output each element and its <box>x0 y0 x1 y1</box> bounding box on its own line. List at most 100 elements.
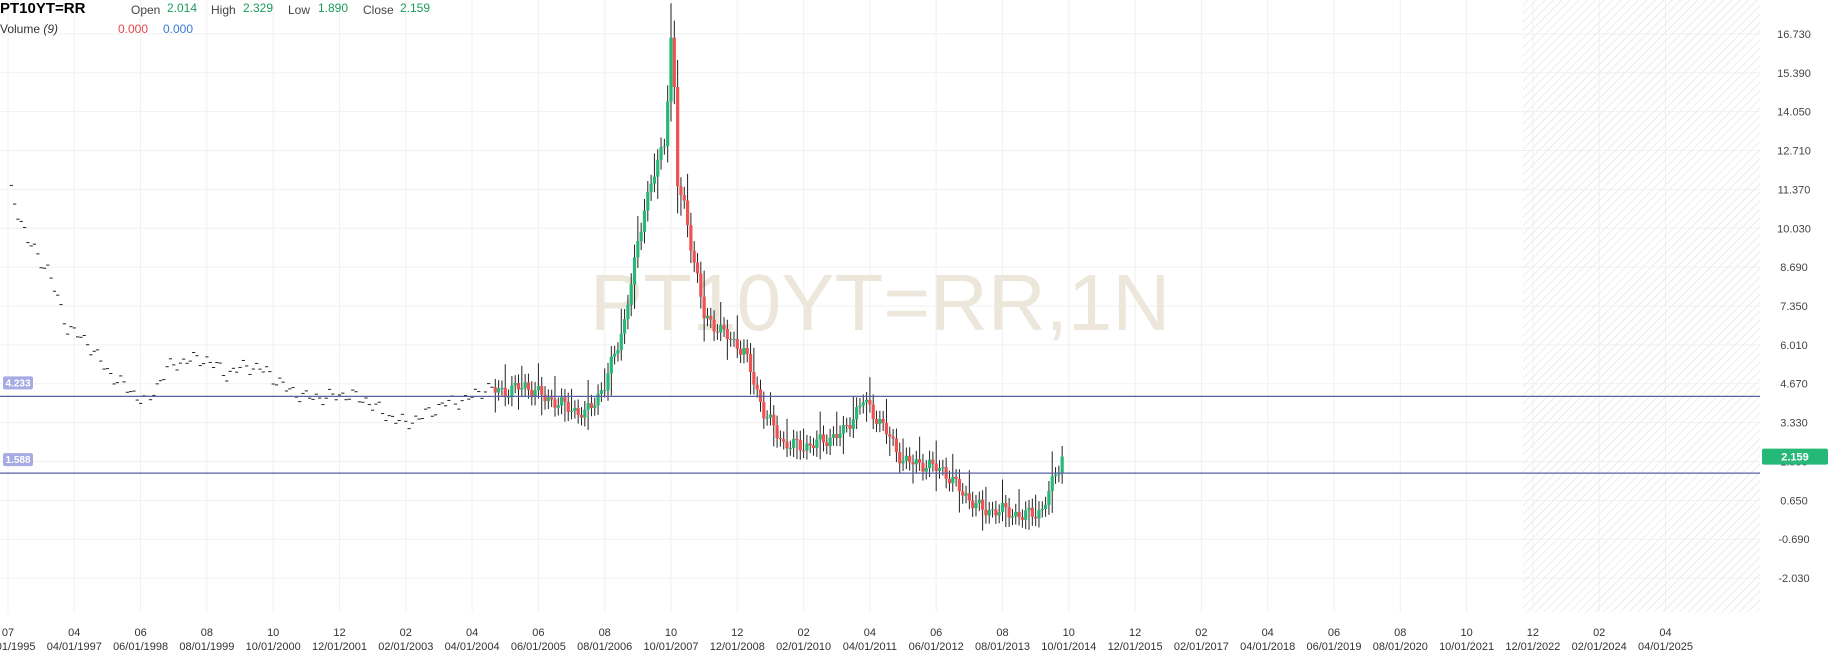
candle-body <box>888 434 892 437</box>
candle-body <box>503 387 507 398</box>
candle-body <box>649 183 653 192</box>
horizontal-lines: 4.233 1.588 <box>0 376 1760 474</box>
x-tick-label-bottom: 12/01/2022 <box>1505 641 1560 653</box>
candle-body <box>516 382 521 390</box>
open-value: 2.014 <box>167 1 198 15</box>
candle-body <box>622 319 627 334</box>
candle-body <box>702 296 706 319</box>
y-tick-label: -0.690 <box>1778 534 1809 546</box>
x-tick-label-top: 08 <box>1394 627 1406 639</box>
x-tick-label-bottom: 10/01/2000 <box>246 641 301 653</box>
x-tick-label-top: 08 <box>599 627 611 639</box>
x-tick-label-top: 12 <box>731 627 743 639</box>
candle-body <box>1043 504 1048 509</box>
candle-body <box>1030 507 1034 517</box>
candle-body <box>868 399 872 405</box>
candle-body <box>639 231 643 242</box>
candle-body <box>828 437 832 447</box>
candle-body <box>898 452 902 464</box>
x-tick-label-bottom: 02/01/2003 <box>378 641 433 653</box>
candle-body <box>682 195 686 201</box>
future-shaded-region <box>1523 0 1760 612</box>
candle-body <box>616 350 620 354</box>
candle-body <box>609 356 613 374</box>
x-tick-label-bottom: 06/01/2012 <box>909 641 964 653</box>
y-tick-label: 6.010 <box>1780 340 1808 352</box>
candle-body <box>689 225 693 251</box>
candle-body <box>530 389 534 397</box>
candle-body <box>808 443 812 446</box>
candle-body <box>679 186 683 196</box>
candle-body <box>805 443 809 451</box>
candle-body <box>497 388 501 393</box>
candle-body <box>904 455 908 461</box>
x-tick-label-top: 08 <box>996 627 1008 639</box>
candle-body <box>987 510 991 516</box>
candle-body <box>858 405 862 408</box>
candle-body <box>652 176 657 184</box>
x-tick-label-bottom: 10/01/2014 <box>1041 641 1096 653</box>
x-tick-label-top: 06 <box>930 627 942 639</box>
candle-body <box>576 408 580 415</box>
y-axis: 16.730 15.390 14.050 12.710 11.370 10.030 8.69… <box>1762 29 1828 585</box>
candle-body <box>851 419 855 429</box>
candle-body <box>951 476 955 484</box>
y-tick-label: 4.670 <box>1780 379 1808 391</box>
candle-body <box>553 399 557 408</box>
x-tick-label-top: 06 <box>134 627 146 639</box>
x-tick-label-top: 07 <box>2 627 14 639</box>
candle-body <box>788 447 792 449</box>
candle-body <box>848 425 852 429</box>
candle-body <box>811 445 816 448</box>
candle-body <box>729 339 733 341</box>
candle-body <box>722 325 726 329</box>
candle-body <box>593 405 597 408</box>
candle-body <box>894 438 899 453</box>
candle-body <box>646 191 650 211</box>
candle-body <box>506 396 511 398</box>
x-axis: 07 07/01/1995 04 04/01/1997 06 06/01/1998 08 08… <box>0 627 1693 653</box>
x-tick-label-top: 04 <box>864 627 876 639</box>
candle-body <box>543 394 547 402</box>
x-tick-label-top: 04 <box>466 627 478 639</box>
candle-body <box>792 438 796 448</box>
candle-body <box>709 315 713 320</box>
volume-period: (9) <box>43 22 59 36</box>
x-tick-label-bottom: 12/01/2008 <box>710 641 765 653</box>
candle-body <box>981 499 985 510</box>
candle-body <box>619 333 623 351</box>
x-tick-label-top: 10 <box>1063 627 1075 639</box>
volume-header: Volume (9) 0.000 0.000 <box>0 22 193 36</box>
candle-body <box>1040 508 1044 511</box>
candle-body <box>927 459 932 469</box>
candle-body <box>971 500 975 509</box>
candle-body <box>583 409 587 418</box>
candle-body <box>662 146 666 148</box>
candle-body <box>513 382 517 386</box>
candle-body <box>901 460 905 464</box>
candle-body <box>1060 456 1064 474</box>
x-tick-label-top: 02 <box>400 627 412 639</box>
y-tick-label: -2.030 <box>1778 573 1809 585</box>
candle-body <box>755 384 759 390</box>
candle-body <box>566 401 570 412</box>
x-tick-label-bottom: 08/01/1999 <box>179 641 234 653</box>
candle-body <box>676 87 680 187</box>
candle-body <box>937 467 942 471</box>
candle-body <box>931 459 935 464</box>
y-tick-label: 14.050 <box>1777 107 1811 119</box>
candle-body <box>1050 476 1054 492</box>
candle-body <box>1020 517 1024 520</box>
candle-body <box>526 382 531 390</box>
candle-body <box>967 493 971 501</box>
candle-body <box>977 499 981 504</box>
x-tick-label-bottom: 07/01/1995 <box>0 641 36 653</box>
candle-body <box>560 397 564 406</box>
x-tick-label-top: 12 <box>1129 627 1141 639</box>
y-tick-label: 11.370 <box>1778 184 1811 196</box>
x-tick-label-top: 08 <box>201 627 213 639</box>
candle-body <box>1034 516 1038 519</box>
candle-body <box>735 339 739 349</box>
candle-body <box>835 434 839 439</box>
